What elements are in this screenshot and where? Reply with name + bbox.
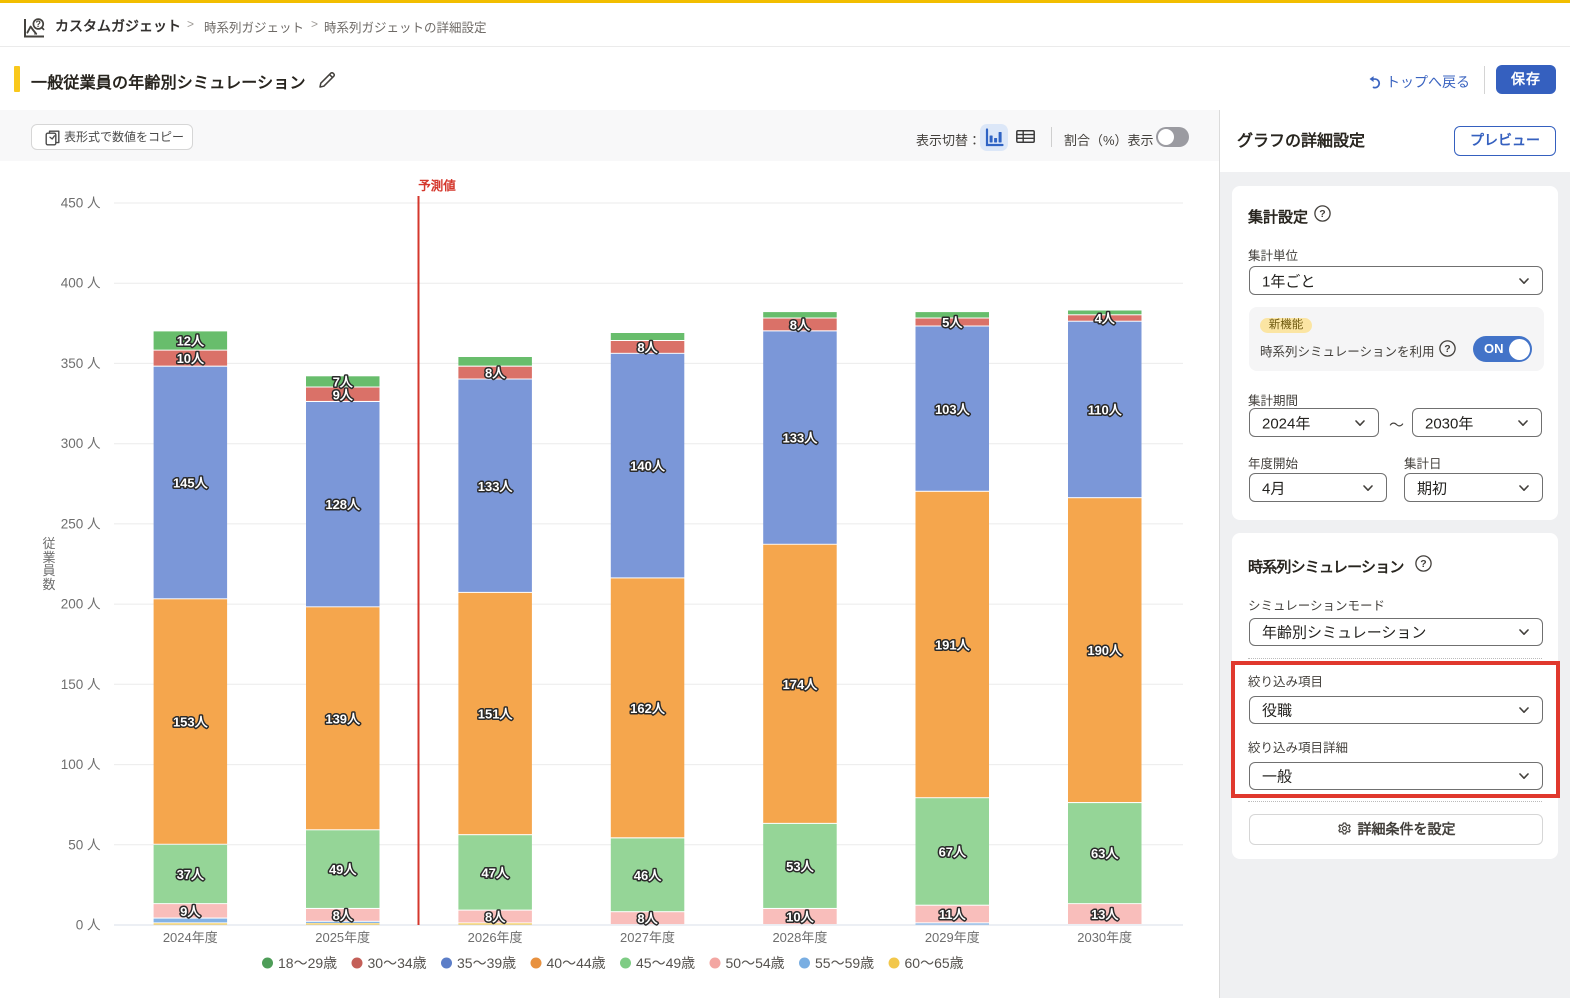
svg-text:9人: 9人 (333, 387, 354, 402)
svg-text:2026年度: 2026年度 (468, 930, 523, 945)
svg-text:8人: 8人 (637, 340, 658, 355)
svg-text:予測値: 予測値 (418, 178, 456, 193)
svg-text:18〜29歳: 18〜29歳 (278, 955, 337, 971)
svg-text:7人: 7人 (333, 375, 354, 390)
svg-text:8人: 8人 (790, 318, 811, 333)
svg-text:50 人: 50 人 (68, 837, 101, 852)
svg-text:0 人: 0 人 (76, 918, 101, 933)
svg-text:60〜65歳: 60〜65歳 (905, 955, 964, 971)
svg-text:450 人: 450 人 (61, 196, 101, 211)
svg-text:?: ? (1319, 208, 1325, 220)
svg-text:300 人: 300 人 (61, 436, 101, 451)
svg-text:10人: 10人 (786, 910, 814, 925)
svg-text:133人: 133人 (783, 431, 819, 446)
svg-text:53人: 53人 (786, 859, 814, 874)
svg-text:174人: 174人 (783, 677, 819, 692)
svg-text:103人: 103人 (935, 402, 971, 417)
svg-text:133人: 133人 (478, 479, 514, 494)
svg-text:8人: 8人 (333, 908, 354, 923)
svg-text:46人: 46人 (634, 868, 662, 883)
svg-text:140人: 140人 (630, 459, 666, 474)
svg-text:400 人: 400 人 (61, 276, 101, 291)
svg-text:250 人: 250 人 (61, 516, 101, 531)
svg-text:150 人: 150 人 (61, 677, 101, 692)
svg-text:2029年度: 2029年度 (925, 930, 980, 945)
svg-text:?: ? (1444, 343, 1450, 355)
svg-text:35〜39歳: 35〜39歳 (457, 955, 516, 971)
svg-text:11人: 11人 (939, 907, 967, 922)
svg-text:145人: 145人 (173, 476, 209, 491)
svg-text:151人: 151人 (478, 707, 514, 722)
svg-text:2030年度: 2030年度 (1077, 930, 1132, 945)
svg-text:63人: 63人 (1091, 846, 1119, 861)
svg-text:?: ? (36, 19, 42, 29)
svg-text:190人: 190人 (1087, 643, 1123, 658)
svg-text:45〜49歳: 45〜49歳 (636, 955, 695, 971)
svg-text:47人: 47人 (481, 866, 509, 881)
svg-text:2024年度: 2024年度 (163, 930, 218, 945)
svg-text:40〜44歳: 40〜44歳 (547, 955, 606, 971)
svg-text:49人: 49人 (329, 862, 357, 877)
svg-text:55〜59歳: 55〜59歳 (815, 955, 874, 971)
svg-text:2025年度: 2025年度 (315, 930, 370, 945)
svg-text:128人: 128人 (325, 497, 361, 512)
svg-text:191人: 191人 (935, 638, 971, 653)
svg-text:10人: 10人 (177, 351, 205, 366)
svg-text:13人: 13人 (1091, 907, 1119, 922)
svg-text:2027年度: 2027年度 (620, 930, 675, 945)
svg-text:139人: 139人 (325, 711, 361, 726)
svg-text:153人: 153人 (173, 715, 209, 730)
svg-text:162人: 162人 (630, 701, 666, 716)
svg-text:100 人: 100 人 (61, 757, 101, 772)
svg-text:2028年度: 2028年度 (772, 930, 827, 945)
svg-text:30〜34歳: 30〜34歳 (368, 955, 427, 971)
svg-text:200 人: 200 人 (61, 597, 101, 612)
svg-text:50〜54歳: 50〜54歳 (726, 955, 785, 971)
svg-text:110人: 110人 (1088, 403, 1123, 418)
svg-text:8人: 8人 (637, 911, 658, 926)
svg-text:?: ? (1420, 558, 1426, 570)
svg-text:350 人: 350 人 (61, 356, 101, 371)
svg-text:12人: 12人 (177, 334, 205, 349)
svg-text:8人: 8人 (485, 366, 506, 381)
svg-text:8人: 8人 (485, 910, 506, 925)
svg-text:37人: 37人 (177, 867, 205, 882)
svg-text:9人: 9人 (180, 904, 201, 919)
svg-text:67人: 67人 (939, 845, 967, 860)
svg-text:4人: 4人 (1095, 311, 1116, 326)
svg-text:5人: 5人 (942, 315, 963, 330)
